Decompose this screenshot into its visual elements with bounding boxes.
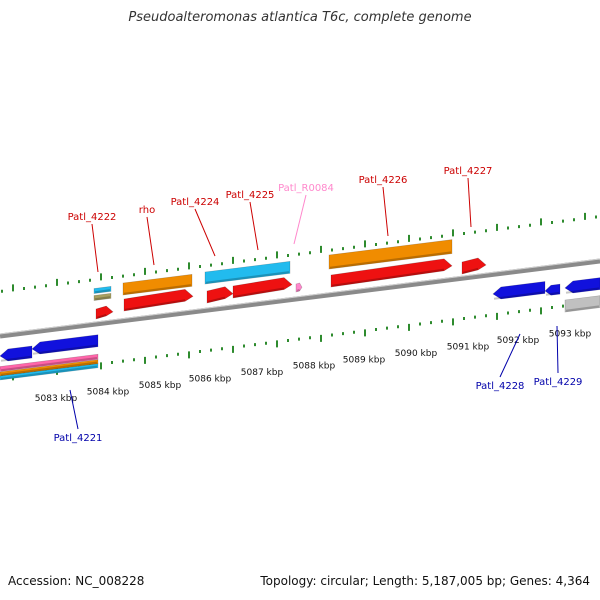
genome-backbone <box>0 258 600 339</box>
gene-patl-4221-band-a-body <box>0 353 99 372</box>
scale-label: 5085 kbp <box>139 381 182 391</box>
gene-patl-r0084-shade <box>296 288 300 292</box>
scale-label: 5091 kbp <box>447 342 490 352</box>
gene-patl-4224-cds-shade <box>205 271 290 284</box>
gene-rho-cds-body <box>122 274 193 296</box>
gene-patl-4221-cds-shade <box>32 344 98 355</box>
scale-label: 5090 kbp <box>395 349 438 359</box>
scale-label: 5086 kbp <box>189 375 232 385</box>
gene-patl-4221-band-b-shade <box>0 361 98 376</box>
gene-rho-cds-shade <box>123 284 192 295</box>
gene-patl-4222-shade <box>96 313 107 319</box>
gene-patl-4224-shade <box>207 296 226 303</box>
gene-label: Patl_4225 <box>226 190 275 201</box>
gene-patl-4229-shade <box>565 287 600 294</box>
gene-patl-4220 <box>0 345 33 362</box>
gene-patl-4221-band-a-shade <box>0 357 98 372</box>
gene-patl-4228-body <box>492 281 546 300</box>
gene-patl-4222 <box>95 305 114 320</box>
scale-label: 5087 kbp <box>241 368 284 378</box>
gene-label: Patl_R0084 <box>278 183 334 194</box>
gene-label: rho <box>139 205 155 216</box>
gene-label-leader <box>146 216 155 266</box>
gene-rho-shade <box>124 299 186 311</box>
gene-rho-cds <box>122 274 193 296</box>
gene-patl-4229-small-body <box>544 283 561 296</box>
gene-patl-4221-band-a <box>0 353 99 372</box>
gene-patl-4224-body <box>206 286 234 304</box>
gene-patl-4221-band-c <box>0 363 99 381</box>
gene-patl-4226-cds-body <box>328 239 453 270</box>
gene-patl-4229-body <box>564 277 600 294</box>
gene-patl-4227 <box>461 257 487 275</box>
gene-patl-4222-band-shade <box>94 296 111 301</box>
gene-patl-4228-shade <box>493 291 545 300</box>
gene-label-leader <box>467 177 472 228</box>
gene-patl-4227-shade <box>462 267 479 274</box>
gene-label: Patl_4227 <box>444 166 493 177</box>
gene-rho-body <box>123 289 194 312</box>
gene-patl-r0084-body <box>295 282 303 293</box>
gene-patl-4224-cds-body <box>204 261 291 285</box>
gene-label-leader <box>499 333 521 378</box>
gene-patl-4221-band-c-shade <box>0 365 98 380</box>
gene-label-leader <box>293 194 307 245</box>
gene-downstream-grey <box>564 295 600 313</box>
gene-patl-4228 <box>492 281 546 300</box>
gene-patl-4221-cds-body <box>31 334 99 355</box>
gene-patl-4225-body <box>232 277 293 299</box>
gene-patl-4221-cds <box>31 334 99 355</box>
gene-rho <box>123 289 194 312</box>
gene-patl-4226-cds <box>328 239 453 270</box>
gene-patl-4222-body <box>95 305 114 320</box>
gene-patl-4220-shade <box>0 355 32 362</box>
gene-label-leader <box>249 201 259 251</box>
topology-label: Topology: circular; Length: 5,187,005 bp… <box>260 574 590 588</box>
gene-patl-4229-small <box>544 283 561 296</box>
gene-label: Patl_4226 <box>359 175 408 186</box>
gene-downstream-grey-body <box>564 295 600 313</box>
scale-label: 5093 kbp <box>549 330 592 340</box>
gene-patl-4226-cds-shade <box>329 251 452 269</box>
scale-label: 5089 kbp <box>343 355 386 365</box>
accession-label: Accession: NC_008228 <box>8 574 145 588</box>
gene-label: Patl_4229 <box>534 377 583 388</box>
genome-title: Pseudoalteromonas atlantica T6c, complet… <box>128 10 472 25</box>
gene-label: Patl_4221 <box>54 433 103 444</box>
gene-patl-4225 <box>232 277 293 299</box>
scale-label: 5092 kbp <box>497 336 540 346</box>
scale-label: 5083 kbp <box>35 394 78 404</box>
gene-downstream-grey-shade <box>565 305 600 312</box>
scale-label: 5088 kbp <box>293 362 336 372</box>
gene-patl-4221-band-c-body <box>0 363 99 381</box>
gene-label-leader <box>382 186 389 237</box>
gene-patl-4224-cds <box>204 261 291 285</box>
gene-patl-4229 <box>564 277 600 294</box>
gene-label-leader <box>69 389 79 430</box>
gene-patl-4229-small-shade <box>545 291 560 296</box>
gene-patl-4227-body <box>461 257 487 275</box>
scale-label: 5084 kbp <box>87 387 130 397</box>
gene-patl-4222-band-body <box>93 293 112 301</box>
gene-patl-4222-band <box>93 293 112 301</box>
gene-label-leader <box>91 223 99 273</box>
gene-patl-4226 <box>330 258 453 288</box>
gene-label: Patl_4224 <box>171 197 220 208</box>
gene-patl-r0084 <box>295 282 303 293</box>
genome-backbone-highlight <box>0 258 600 335</box>
gene-label-leader <box>194 208 216 257</box>
gene-patl-4222-cds-shade <box>94 289 111 294</box>
gene-patl-4226-body <box>330 258 453 288</box>
gene-patl-4222-cds <box>93 286 112 294</box>
gene-patl-4225-shade <box>233 287 285 298</box>
gene-patl-4222-cds-body <box>93 286 112 294</box>
gene-label-leader <box>556 325 559 374</box>
gene-label: Patl_4222 <box>68 212 117 223</box>
gene-label: Patl_4228 <box>476 381 525 392</box>
gene-patl-4220-body <box>0 345 33 362</box>
gene-patl-4224 <box>206 286 234 304</box>
gene-patl-4226-shade <box>331 268 445 287</box>
